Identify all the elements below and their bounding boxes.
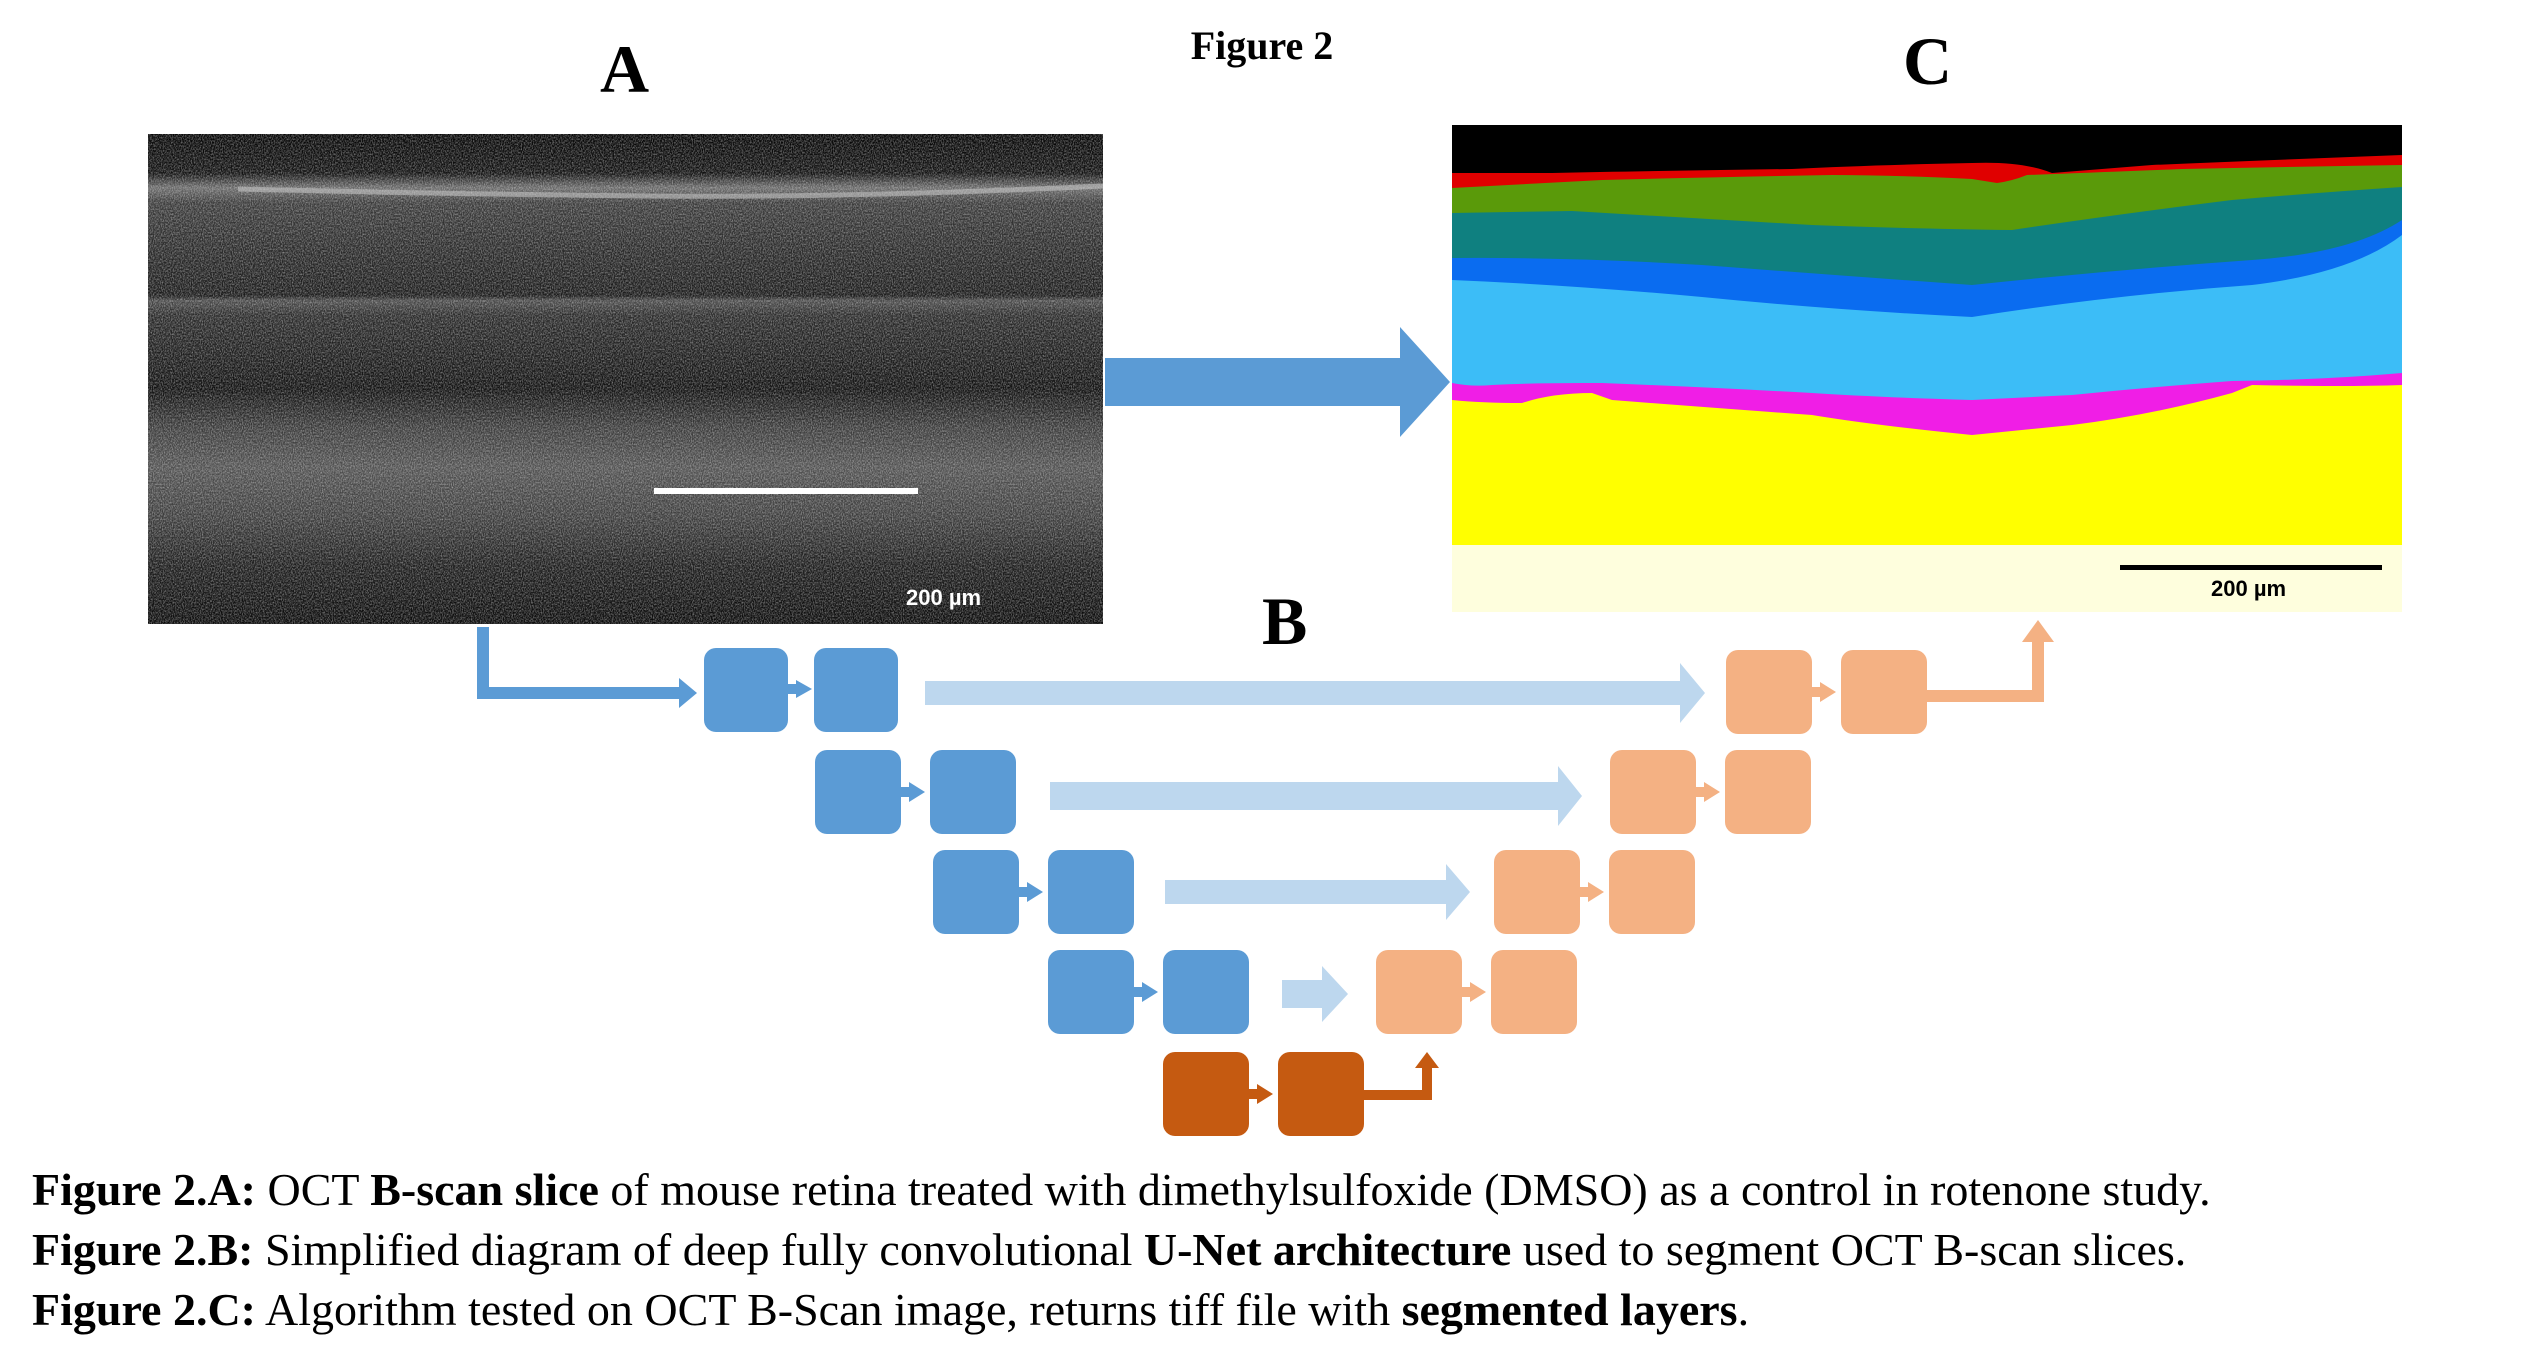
scale-bar-c-label: 200 µm <box>2211 576 2287 601</box>
encoder-block <box>815 750 901 834</box>
input-arrow-icon <box>477 627 697 708</box>
scale-bar-c <box>2120 565 2382 570</box>
panel-a-letter: A <box>600 31 650 107</box>
decoder-block <box>1726 650 1812 734</box>
encoder-block <box>704 648 788 732</box>
caption-2b: Figure 2.B: Simplified diagram of deep f… <box>32 1220 2502 1280</box>
caption-2c-text-2: . <box>1737 1284 1750 1335</box>
skip-arrow-3-icon <box>1165 864 1470 920</box>
figure-title: Figure 2 <box>1190 23 1334 68</box>
scale-bar-a-label: 200 µm <box>906 585 982 610</box>
skip-arrow-4-icon <box>1282 966 1348 1022</box>
decoder-block <box>1491 950 1577 1034</box>
decoder-block <box>1376 950 1462 1034</box>
encoder-block <box>933 850 1019 934</box>
oct-bscan-texture <box>148 134 1103 624</box>
caption-2c-label: Figure 2.C: <box>32 1284 257 1335</box>
panel-c-letter: C <box>1903 23 1953 99</box>
bottleneck-block <box>1163 1052 1249 1136</box>
encoder-block <box>1048 850 1134 934</box>
caption-2a-label: Figure 2.A: <box>32 1164 257 1215</box>
bottleneck-block <box>1278 1052 1364 1136</box>
encoder-block <box>930 750 1016 834</box>
bottleneck-up-arrow-icon <box>1364 1052 1439 1100</box>
scale-bar-a <box>654 488 918 494</box>
decoder-block <box>1725 750 1811 834</box>
encoder-block <box>1163 950 1249 1034</box>
big-arrow-icon <box>1105 327 1450 437</box>
black-layer <box>1452 125 2402 173</box>
caption-2b-bold: U-Net architecture <box>1143 1224 1512 1275</box>
caption-2b-label: Figure 2.B: <box>32 1224 254 1275</box>
figure-captions: Figure 2.A: OCT B-scan slice of mouse re… <box>32 1160 2502 1340</box>
caption-2b-text-2: used to segment OCT B-scan slices. <box>1511 1224 2187 1275</box>
decoder-block <box>1494 850 1580 934</box>
segmentation-map <box>1452 125 2402 612</box>
caption-2a-text-2: of mouse retina treated with dimethylsul… <box>598 1164 2211 1215</box>
encoder-block <box>1048 950 1134 1034</box>
output-up-arrow-icon <box>1927 620 2054 702</box>
oct-bscan-image <box>148 134 1103 624</box>
encoder-block <box>814 648 898 732</box>
segmented-layers-image <box>1452 125 2402 612</box>
skip-arrow-1-icon <box>925 663 1705 723</box>
decoder-block <box>1610 750 1696 834</box>
caption-2a-text-1: OCT <box>256 1164 371 1215</box>
panel-b-letter: B <box>1262 583 1308 659</box>
caption-2b-text-1: Simplified diagram of deep fully convolu… <box>253 1224 1144 1275</box>
decoder-block <box>1609 850 1695 934</box>
caption-2c-text-1: Algorithm tested on OCT B-Scan image, re… <box>256 1284 1402 1335</box>
skip-arrow-2-icon <box>1050 766 1582 826</box>
caption-2a-bold: B-scan slice <box>370 1164 599 1215</box>
caption-2c-bold: segmented layers <box>1401 1284 1738 1335</box>
caption-2c: Figure 2.C: Algorithm tested on OCT B-Sc… <box>32 1280 2502 1340</box>
caption-2a: Figure 2.A: OCT B-scan slice of mouse re… <box>32 1160 2502 1220</box>
decoder-block <box>1841 650 1927 734</box>
